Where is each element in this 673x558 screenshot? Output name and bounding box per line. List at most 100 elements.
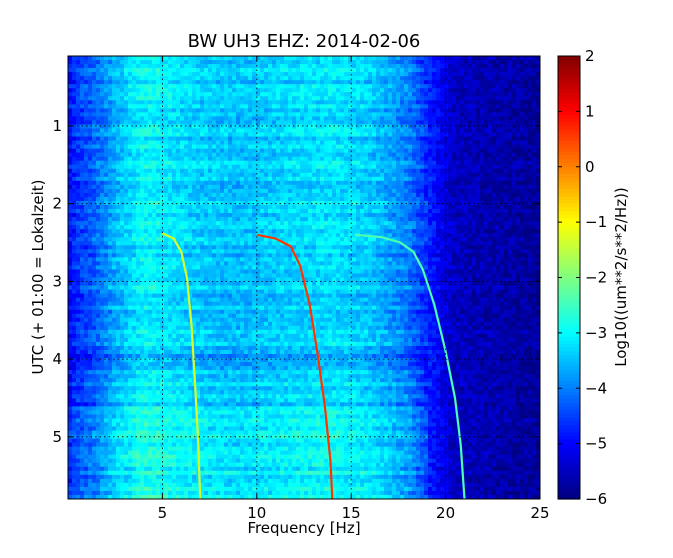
- heatmap-cell: [316, 152, 321, 158]
- heatmap-cell: [500, 100, 505, 105]
- heatmap-cell: [80, 213, 85, 218]
- heatmap-cell: [304, 213, 309, 218]
- heatmap-cell: [388, 124, 393, 130]
- heatmap-cell: [100, 68, 105, 73]
- heatmap-cell: [140, 120, 145, 126]
- heatmap-cell: [68, 72, 73, 77]
- heatmap-cell: [272, 209, 277, 214]
- heatmap-cell: [108, 92, 113, 97]
- heatmap-cell: [456, 140, 461, 146]
- heatmap-cell: [292, 132, 297, 138]
- heatmap-cell: [332, 176, 337, 182]
- heatmap-cell: [180, 88, 185, 93]
- heatmap-cell: [488, 84, 493, 89]
- heatmap-cell: [276, 209, 281, 214]
- heatmap-cell: [404, 160, 409, 166]
- heatmap-cell: [404, 188, 409, 194]
- heatmap-cell: [520, 164, 525, 170]
- heatmap-cell: [200, 164, 205, 170]
- heatmap-cell: [276, 152, 281, 158]
- heatmap-cell: [264, 168, 269, 174]
- heatmap-cell: [284, 184, 289, 190]
- heatmap-cell: [320, 128, 325, 134]
- heatmap-cell: [484, 60, 489, 65]
- heatmap-cell: [108, 120, 113, 126]
- heatmap-cell: [300, 213, 305, 218]
- heatmap-cell: [256, 156, 261, 162]
- heatmap-cell: [116, 217, 121, 222]
- heatmap-cell: [440, 120, 445, 126]
- heatmap-cell: [412, 100, 417, 105]
- heatmap-cell: [424, 156, 429, 162]
- heatmap-cell: [468, 68, 473, 73]
- heatmap-cell: [388, 164, 393, 170]
- heatmap-cell: [360, 180, 365, 186]
- heatmap-cell: [508, 188, 513, 194]
- heatmap-cell: [344, 205, 349, 210]
- heatmap-cell: [340, 92, 345, 97]
- heatmap-cell: [120, 128, 125, 134]
- heatmap-cell: [104, 200, 109, 206]
- heatmap-cell: [208, 128, 213, 134]
- heatmap-cell: [256, 136, 261, 142]
- heatmap-cell: [368, 100, 373, 105]
- heatmap-cell: [356, 72, 361, 77]
- heatmap-cell: [464, 200, 469, 206]
- heatmap-cell: [80, 72, 85, 77]
- heatmap-cell: [236, 108, 241, 113]
- heatmap-cell: [188, 84, 193, 89]
- heatmap-cell: [360, 108, 365, 113]
- heatmap-cell: [304, 92, 309, 97]
- heatmap-cell: [496, 96, 501, 101]
- heatmap-cell: [400, 164, 405, 170]
- heatmap-cell: [452, 192, 457, 198]
- heatmap-cell: [204, 156, 209, 162]
- heatmap-cell: [520, 112, 525, 118]
- heatmap-cell: [352, 104, 357, 109]
- heatmap-cell: [280, 116, 285, 122]
- heatmap-cell: [100, 124, 105, 130]
- heatmap-cell: [372, 205, 377, 210]
- heatmap-cell: [284, 205, 289, 210]
- heatmap-cell: [144, 108, 149, 113]
- heatmap-cell: [148, 172, 153, 178]
- heatmap-cell: [228, 76, 233, 81]
- heatmap-cell: [288, 68, 293, 73]
- heatmap-cell: [328, 152, 333, 158]
- heatmap-cell: [148, 136, 153, 142]
- heatmap-cell: [536, 192, 540, 198]
- heatmap-cell: [360, 168, 365, 174]
- heatmap-cell: [392, 96, 397, 101]
- heatmap-cell: [236, 124, 241, 130]
- heatmap-cell: [264, 152, 269, 158]
- heatmap-cell: [508, 168, 513, 174]
- heatmap-cell: [224, 72, 229, 77]
- heatmap-cell: [488, 192, 493, 198]
- heatmap-cell: [80, 68, 85, 73]
- heatmap-cell: [140, 92, 145, 97]
- heatmap-cell: [432, 88, 437, 93]
- heatmap-cell: [432, 84, 437, 89]
- heatmap-cell: [136, 100, 141, 105]
- heatmap-cell: [112, 188, 117, 194]
- heatmap-cell: [92, 168, 97, 174]
- heatmap-cell: [416, 192, 421, 198]
- heatmap-cell: [256, 112, 261, 118]
- heatmap-cell: [156, 68, 161, 73]
- heatmap-cell: [304, 160, 309, 166]
- heatmap-cell: [440, 60, 445, 65]
- heatmap-cell: [500, 88, 505, 93]
- heatmap-cell: [192, 168, 197, 174]
- heatmap-cell: [472, 156, 477, 162]
- heatmap-cell: [120, 92, 125, 97]
- heatmap-cell: [392, 176, 397, 182]
- heatmap-cell: [440, 156, 445, 162]
- heatmap-cell: [408, 152, 413, 158]
- heatmap-cell: [464, 160, 469, 166]
- heatmap-cell: [268, 128, 273, 134]
- heatmap-cell: [224, 148, 229, 154]
- heatmap-cell: [524, 200, 529, 206]
- heatmap-cell: [264, 104, 269, 109]
- heatmap-cell: [312, 140, 317, 146]
- heatmap-cell: [532, 92, 537, 97]
